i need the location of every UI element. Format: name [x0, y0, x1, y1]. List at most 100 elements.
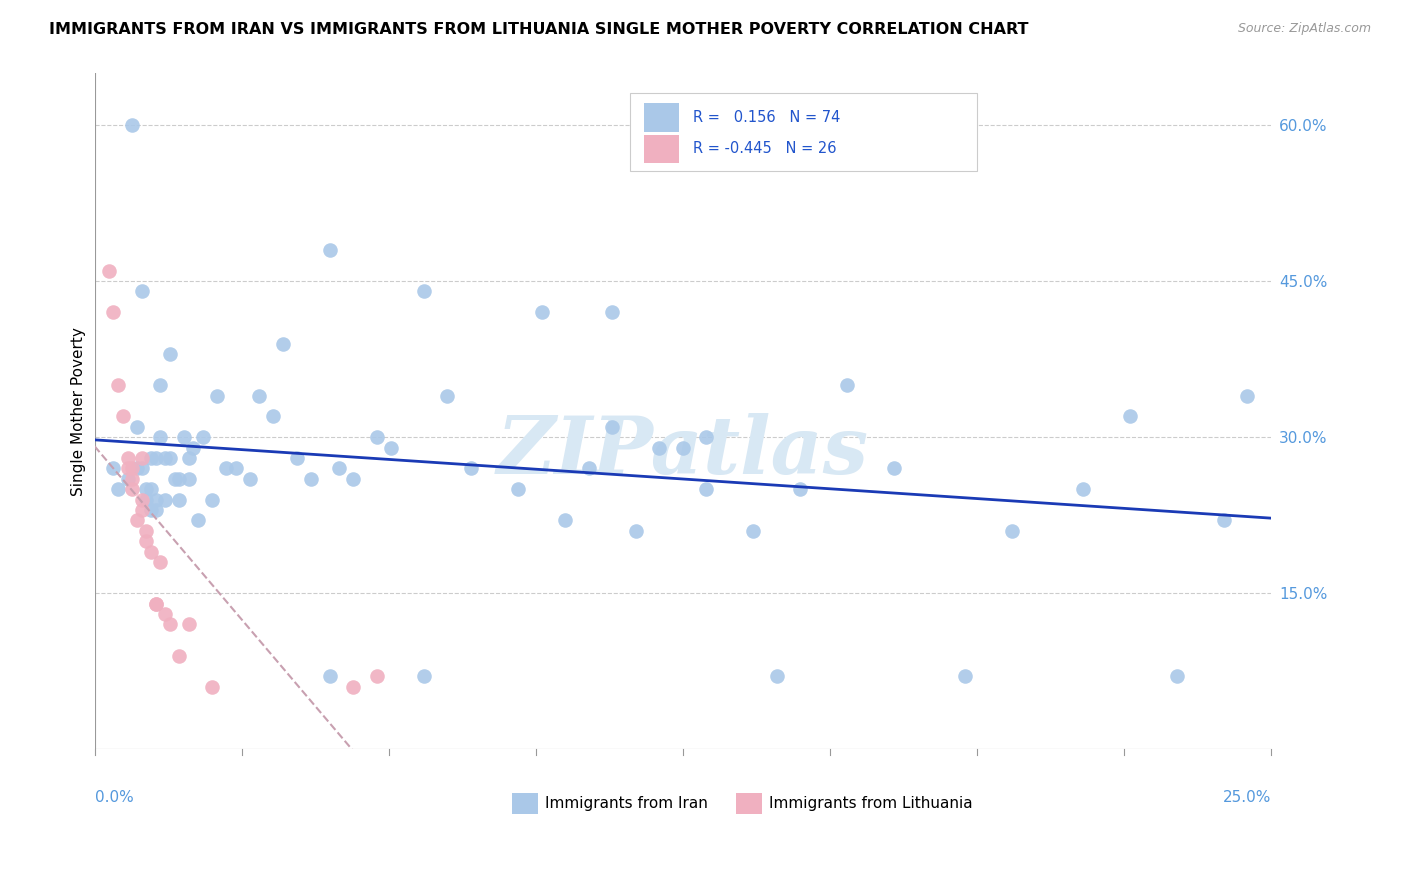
Point [139, 450, 162, 465]
Point [135, 524, 157, 538]
Point [169, 472, 191, 486]
Point [262, 409, 284, 424]
Point [125, 461, 148, 475]
Point [837, 378, 859, 392]
Point [319, 243, 342, 257]
Point [380, 441, 402, 455]
Point [247, 388, 270, 402]
FancyBboxPatch shape [735, 793, 762, 814]
Point [135, 482, 157, 496]
FancyBboxPatch shape [644, 135, 679, 163]
Point [169, 648, 191, 663]
Point [239, 472, 262, 486]
Point [342, 680, 364, 694]
Point [121, 482, 143, 496]
Point [145, 492, 167, 507]
Point [328, 461, 350, 475]
Point [121, 461, 143, 475]
Point [1001, 524, 1024, 538]
Point [1236, 388, 1258, 402]
FancyBboxPatch shape [644, 103, 679, 132]
Point [624, 524, 647, 538]
Text: R = -0.445   N = 26: R = -0.445 N = 26 [693, 141, 837, 156]
Point [695, 482, 717, 496]
Text: Source: ZipAtlas.com: Source: ZipAtlas.com [1237, 22, 1371, 36]
Point [107, 378, 129, 392]
Point [530, 305, 553, 319]
Point [145, 597, 167, 611]
Point [578, 461, 600, 475]
Point [695, 430, 717, 444]
Point [413, 285, 436, 299]
Point [1071, 482, 1094, 496]
Point [139, 503, 162, 517]
Point [883, 461, 905, 475]
Point [131, 285, 153, 299]
Point [145, 450, 167, 465]
Point [173, 430, 195, 444]
Point [789, 482, 811, 496]
Point [201, 492, 224, 507]
Point [506, 482, 529, 496]
Text: ZIPatlas: ZIPatlas [496, 413, 869, 491]
Point [159, 347, 181, 361]
FancyBboxPatch shape [630, 94, 977, 171]
Point [163, 472, 186, 486]
Point [205, 388, 228, 402]
Point [117, 461, 139, 475]
Point [117, 450, 139, 465]
Point [131, 492, 153, 507]
Point [107, 482, 129, 496]
Point [153, 607, 176, 621]
Point [215, 461, 238, 475]
Point [149, 555, 172, 569]
Point [600, 305, 623, 319]
Point [139, 544, 162, 558]
Point [121, 472, 143, 486]
Point [159, 617, 181, 632]
Point [1119, 409, 1142, 424]
Point [149, 378, 172, 392]
Text: IMMIGRANTS FROM IRAN VS IMMIGRANTS FROM LITHUANIA SINGLE MOTHER POVERTY CORRELAT: IMMIGRANTS FROM IRAN VS IMMIGRANTS FROM … [49, 22, 1029, 37]
Text: R =   0.156   N = 74: R = 0.156 N = 74 [693, 110, 841, 125]
Point [648, 441, 671, 455]
Point [103, 461, 125, 475]
Point [121, 118, 143, 132]
Point [742, 524, 765, 538]
Point [554, 513, 576, 527]
Point [153, 492, 176, 507]
Text: Immigrants from Iran: Immigrants from Iran [546, 796, 709, 811]
Text: 25.0%: 25.0% [1223, 790, 1271, 805]
Point [285, 450, 308, 465]
Point [97, 263, 120, 277]
Point [117, 472, 139, 486]
Point [183, 441, 205, 455]
Point [153, 450, 176, 465]
Point [187, 513, 209, 527]
Point [131, 450, 153, 465]
FancyBboxPatch shape [512, 793, 538, 814]
Point [149, 430, 172, 444]
Point [177, 472, 200, 486]
Point [366, 669, 388, 683]
Text: 0.0%: 0.0% [94, 790, 134, 805]
Point [436, 388, 458, 402]
Point [177, 617, 200, 632]
Point [191, 430, 214, 444]
Point [177, 450, 200, 465]
Point [1166, 669, 1188, 683]
Point [145, 503, 167, 517]
Point [600, 419, 623, 434]
Point [125, 419, 148, 434]
Point [299, 472, 322, 486]
Point [953, 669, 976, 683]
Point [135, 534, 157, 549]
Point [413, 669, 436, 683]
Point [131, 461, 153, 475]
Point [125, 513, 148, 527]
Y-axis label: Single Mother Poverty: Single Mother Poverty [72, 326, 86, 496]
Point [103, 305, 125, 319]
Point [460, 461, 482, 475]
Point [319, 669, 342, 683]
Point [766, 669, 789, 683]
